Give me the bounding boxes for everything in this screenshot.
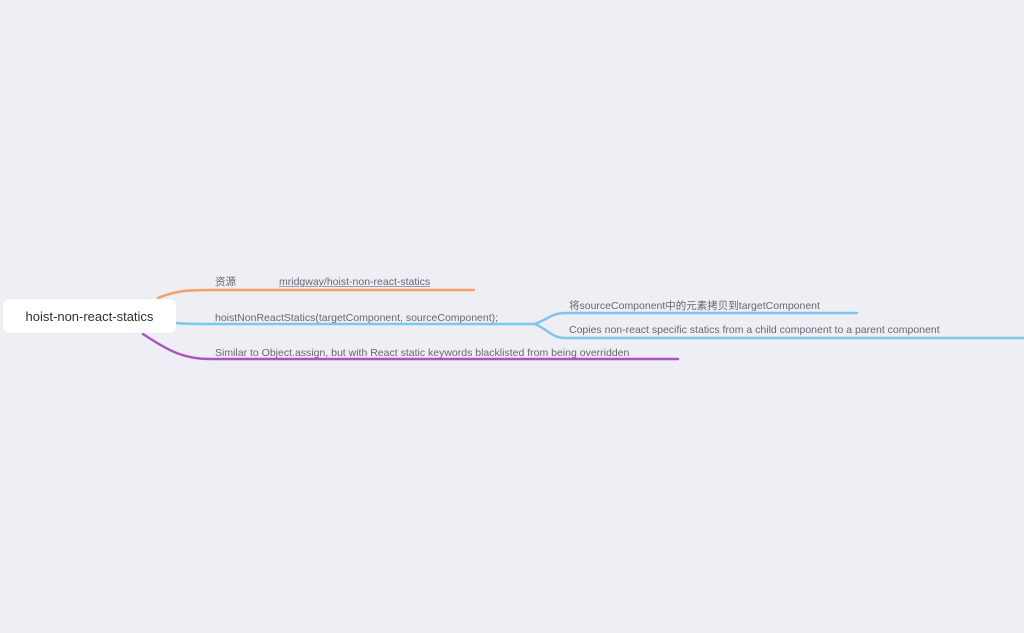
- subtopic-chinese-description-label: 将sourceComponent中的元素拷贝到targetComponent: [569, 300, 820, 312]
- root-topic[interactable]: hoist-non-react-statics: [3, 299, 176, 333]
- edge-resources: [156, 288, 476, 300]
- topic-resources-label: 资源: [215, 276, 236, 288]
- subtopic-chinese-description[interactable]: 将sourceComponent中的元素拷贝到targetComponent: [569, 300, 820, 313]
- topic-similar-object-assign-label: Similar to Object.assign, but with React…: [215, 347, 630, 359]
- root-topic-label: hoist-non-react-statics: [25, 308, 154, 324]
- resource-link[interactable]: mridgway/hoist-non-react-statics: [279, 276, 430, 289]
- topic-hoist-call-label: hoistNonReactStatics(targetComponent, so…: [215, 312, 499, 324]
- subtopic-english-description-label: Copies non-react specific statics from a…: [569, 324, 940, 336]
- edge-similar: [141, 332, 680, 361]
- topic-similar-object-assign[interactable]: Similar to Object.assign, but with React…: [215, 347, 629, 360]
- subtopic-english-description[interactable]: Copies non-react specific statics from a…: [569, 324, 940, 337]
- topic-hoist-call[interactable]: hoistNonReactStatics(targetComponent, so…: [215, 312, 498, 325]
- edge-child-chinese: [533, 311, 859, 326]
- topic-resources[interactable]: 资源: [215, 276, 236, 289]
- edge-hoist-call: [174, 321, 537, 326]
- edge-child-english: [533, 322, 1024, 340]
- resource-link-text: mridgway/hoist-non-react-statics: [279, 276, 431, 288]
